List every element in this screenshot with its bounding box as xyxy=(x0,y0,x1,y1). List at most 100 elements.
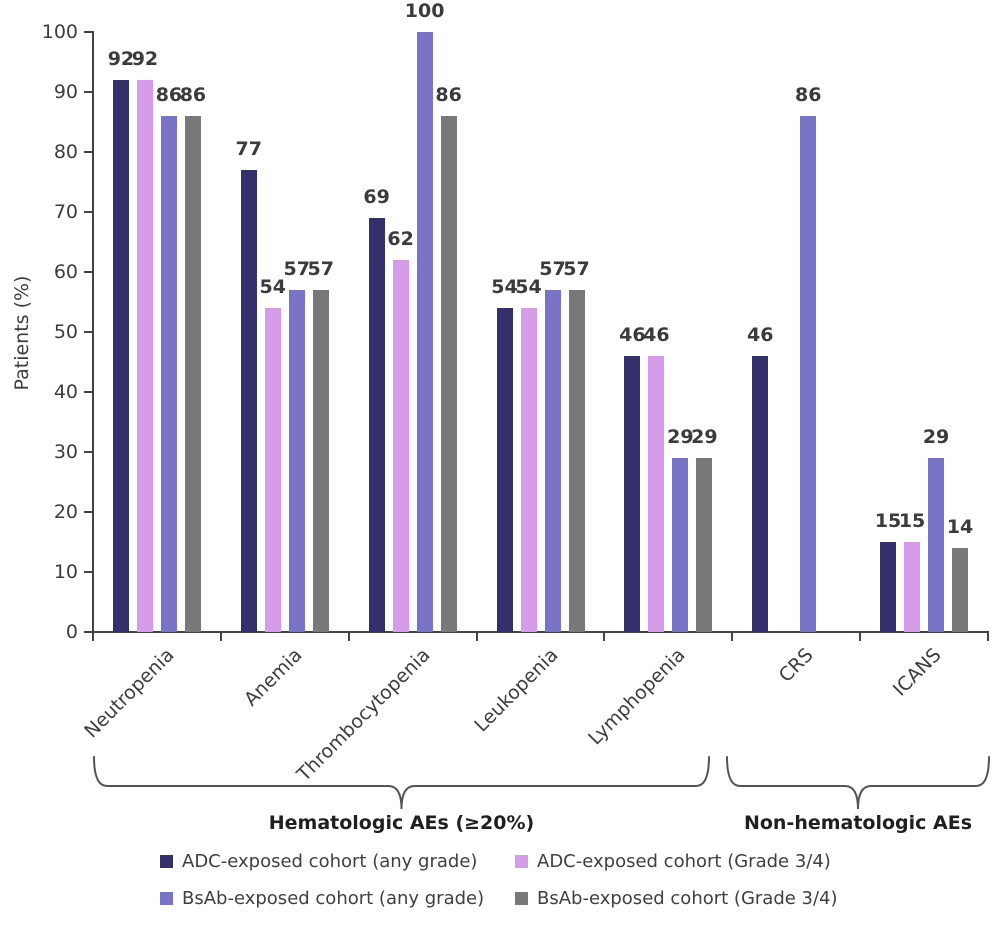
bar-neutropenia-series3 xyxy=(184,116,201,632)
x-tick-mark xyxy=(731,633,734,641)
value-label: 57 xyxy=(563,258,590,280)
value-label: 46 xyxy=(746,324,774,346)
y-tick-mark xyxy=(84,331,92,333)
bar-leukopenia-series0 xyxy=(496,308,513,632)
bar-lymphopenia-series1 xyxy=(648,356,665,632)
x-tick-mark xyxy=(347,633,350,641)
y-tick-mark xyxy=(84,91,92,93)
value-label: 86 xyxy=(435,84,462,106)
bar-leukopenia-series2 xyxy=(544,290,561,632)
value-label: 29 xyxy=(691,426,718,448)
bar-thrombocytopenia-series3 xyxy=(440,116,457,632)
y-tick-mark xyxy=(84,631,92,633)
value-label: 69 xyxy=(363,186,390,208)
y-tick-label: 70 xyxy=(53,201,78,223)
legend-label: BsAb-exposed cohort (Grade 3/4) xyxy=(537,887,838,909)
legend-swatch-icon xyxy=(515,891,528,905)
y-tick-mark xyxy=(84,511,92,513)
legend-label: BsAb-exposed cohort (any grade) xyxy=(182,887,485,909)
value-label: 14 xyxy=(946,516,974,538)
value-label: 54 xyxy=(491,276,518,298)
value-label: 62 xyxy=(387,228,414,250)
group-label-hematologic-aes: Hematologic AEs (≥20%) xyxy=(268,812,535,834)
x-axis-line xyxy=(92,631,989,633)
legend-label: ADC-exposed cohort (any grade) xyxy=(182,850,478,872)
value-label: 57 xyxy=(283,258,310,280)
y-tick-label: 100 xyxy=(41,21,78,43)
y-tick-mark xyxy=(84,571,92,573)
x-tick-mark xyxy=(859,633,862,641)
x-tick-mark xyxy=(92,633,94,641)
bar-lymphopenia-series0 xyxy=(624,356,641,632)
y-tick-mark xyxy=(84,31,92,33)
y-tick-mark xyxy=(84,451,92,453)
bar-neutropenia-series0 xyxy=(112,80,129,632)
value-label: 54 xyxy=(259,276,286,298)
bar-leukopenia-series3 xyxy=(568,290,585,632)
y-tick-mark xyxy=(84,151,92,153)
bar-anemia-series0 xyxy=(240,170,257,632)
x-tick-mark xyxy=(603,633,606,641)
legend-item-series2: BsAb-exposed cohort (any grade) xyxy=(160,887,485,909)
value-label: 57 xyxy=(307,258,334,280)
bar-crs-series0 xyxy=(752,356,769,632)
value-label: 77 xyxy=(235,138,262,160)
bar-anemia-series2 xyxy=(288,290,305,632)
value-label: 100 xyxy=(404,0,445,22)
bar-icans-series1 xyxy=(904,542,921,632)
bar-neutropenia-series2 xyxy=(160,116,177,632)
bar-lymphopenia-series3 xyxy=(696,458,713,632)
value-label: 54 xyxy=(515,276,542,298)
value-label: 86 xyxy=(794,84,822,106)
value-label: 92 xyxy=(107,48,135,70)
bar-thrombocytopenia-series0 xyxy=(368,218,385,632)
y-tick-label: 90 xyxy=(53,81,78,103)
value-label: 15 xyxy=(874,510,902,532)
y-tick-label: 80 xyxy=(53,141,78,163)
y-tick-mark xyxy=(84,211,92,213)
legend-item-series3: BsAb-exposed cohort (Grade 3/4) xyxy=(515,887,838,909)
y-tick-label: 10 xyxy=(53,561,78,583)
value-label: 46 xyxy=(643,324,670,346)
value-label: 86 xyxy=(155,84,183,106)
y-tick-label: 0 xyxy=(65,621,78,643)
value-label: 86 xyxy=(179,84,207,106)
bar-anemia-series1 xyxy=(264,308,281,632)
bar-crs-series2 xyxy=(800,116,817,632)
legend-item-series1: ADC-exposed cohort (Grade 3/4) xyxy=(515,850,831,872)
y-tick-label: 30 xyxy=(53,441,78,463)
x-tick-mark xyxy=(475,633,478,641)
y-tick-label: 40 xyxy=(53,381,78,403)
y-tick-mark xyxy=(84,391,92,393)
bar-icans-series0 xyxy=(880,542,897,632)
y-axis-line xyxy=(92,31,94,634)
legend-swatch-icon xyxy=(515,854,528,868)
x-tick-mark xyxy=(219,633,222,641)
bar-lymphopenia-series2 xyxy=(672,458,689,632)
value-label: 92 xyxy=(131,48,159,70)
bar-icans-series2 xyxy=(928,458,945,632)
value-label: 57 xyxy=(539,258,566,280)
y-tick-mark xyxy=(84,271,92,273)
bar-icans-series3 xyxy=(952,548,969,632)
bar-anemia-series3 xyxy=(312,290,329,632)
legend-item-series0: ADC-exposed cohort (any grade) xyxy=(160,850,478,872)
y-tick-label: 20 xyxy=(53,501,78,523)
y-tick-label: 60 xyxy=(53,261,78,283)
bar-leukopenia-series1 xyxy=(520,308,537,632)
bar-neutropenia-series1 xyxy=(136,80,153,632)
legend-swatch-icon xyxy=(160,891,173,905)
bar-thrombocytopenia-series1 xyxy=(392,260,409,632)
value-label: 15 xyxy=(898,510,926,532)
x-tick-mark xyxy=(987,633,989,641)
y-tick-label: 50 xyxy=(53,321,78,343)
value-label: 46 xyxy=(619,324,646,346)
group-label-non-hematologic-aes: Non-hematologic AEs xyxy=(743,812,973,834)
legend-label: ADC-exposed cohort (Grade 3/4) xyxy=(537,850,831,872)
legend-swatch-icon xyxy=(160,854,173,868)
value-label: 29 xyxy=(922,426,950,448)
bar-thrombocytopenia-series2 xyxy=(416,32,433,632)
value-label: 29 xyxy=(667,426,694,448)
